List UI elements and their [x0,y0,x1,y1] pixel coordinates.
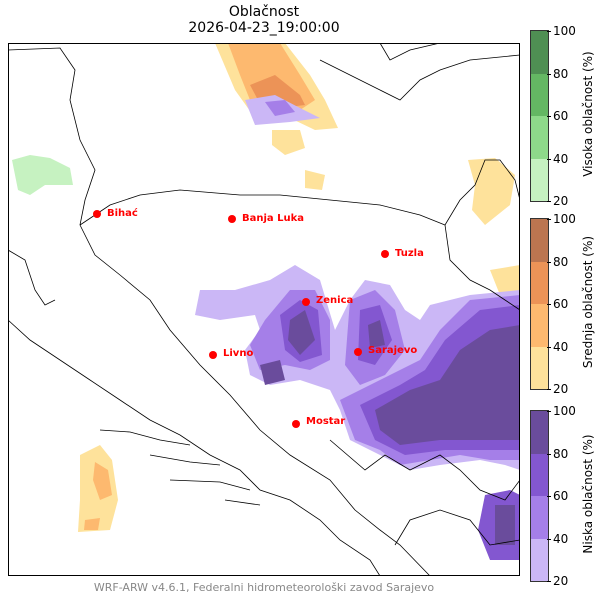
colorbar-segment [531,261,548,304]
high-cloud-area [12,155,73,195]
city-bihac: Bihać [93,207,138,219]
colorbar-tick-label: 20 [546,382,569,396]
colorbar-tick-label: 80 [546,66,569,81]
colorbar-segment [531,73,548,116]
colorbar-tick-label: 20 [546,574,569,588]
city-zenica: Zenica [302,295,353,306]
colorbar-segment [531,219,548,262]
figure-title: Oblačnost [228,4,300,20]
borders-and-coastline [8,43,520,576]
city-banja-luka: Banja Luka [228,213,304,224]
colorbar-tick-label: 80 [546,446,569,461]
colorbar-segment [531,453,548,496]
colorbar-label: Niska oblačnost (%) [581,434,595,554]
colorbar-0 [530,30,549,202]
colorbar-segment [531,411,548,454]
svg-text:Banja Luka: Banja Luka [242,213,304,224]
colorbar-tick-label: 40 [546,339,569,354]
colorbar-label: Srednja oblačnost (%) [581,235,595,369]
svg-text:Bihać: Bihać [107,207,138,219]
colorbar-tick-label: 80 [546,254,569,269]
colorbar-tick-label: 60 [546,489,569,503]
city-mostar: Mostar [292,416,345,428]
colorbar-segment [531,31,548,74]
city-sarajevo: Sarajevo [354,345,417,356]
colorbar-segment [531,496,548,539]
city-markers: Bihać Banja Luka Tuzla Zenica Livno Sara… [93,207,424,428]
colorbar-segment [531,538,548,581]
city-tuzla: Tuzla [381,248,424,259]
map-panel: Bihać Banja Luka Tuzla Zenica Livno Sara… [8,43,520,576]
colorbar-tick-label: 60 [546,109,569,123]
colorbar-label: Visoka oblačnost (%) [581,51,595,177]
svg-text:Mostar: Mostar [306,416,345,427]
colorbar-1 [530,218,549,390]
svg-text:Tuzla: Tuzla [395,248,424,259]
colorbar-tick-label: 40 [546,151,569,166]
svg-text:Livno: Livno [223,348,253,359]
colorbar-tick-label: 40 [546,531,569,546]
colorbar-segment [531,304,548,347]
figure-timestamp: 2026-04-23_19:00:00 [188,20,340,36]
colorbar-segment [531,116,548,159]
colorbar-tick-label: 100 [547,404,576,418]
colorbar-tick-label: 60 [546,297,569,311]
colorbar-tick-label: 20 [546,194,569,208]
colorbar-segment [531,158,548,201]
svg-text:Zenica: Zenica [316,295,353,306]
mid-cloud-areas [78,43,520,532]
city-livno: Livno [209,348,253,359]
svg-text:Sarajevo: Sarajevo [368,345,417,356]
colorbar-tick-label: 100 [547,24,576,38]
footer-credit: WRF-ARW v4.6.1, Federalni hidrometeorolo… [93,581,435,594]
colorbar-segment [531,346,548,389]
colorbar-tick-label: 100 [547,212,576,226]
